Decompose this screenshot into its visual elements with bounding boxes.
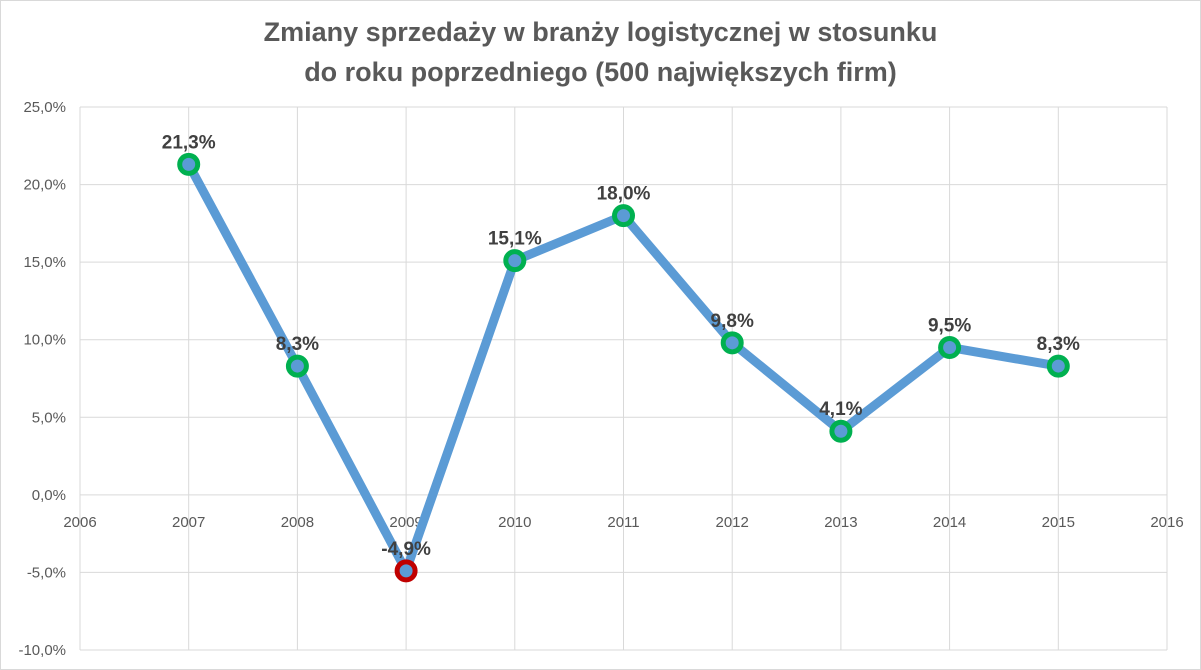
y-tick-label: -10,0% xyxy=(18,642,66,659)
data-label: 8,3% xyxy=(276,334,319,355)
data-label: 9,8% xyxy=(711,311,754,332)
x-tick-label: 2008 xyxy=(281,514,314,531)
x-tick-label: 2012 xyxy=(716,514,749,531)
data-label: -4,9% xyxy=(381,539,431,560)
y-tick-label: 0,0% xyxy=(32,487,66,504)
gridlines xyxy=(79,106,1168,651)
data-point-marker xyxy=(503,249,527,273)
data-label: 4,1% xyxy=(819,399,862,420)
data-point-marker xyxy=(829,419,853,443)
data-point-marker xyxy=(938,335,962,359)
data-label: 8,3% xyxy=(1037,334,1080,355)
y-tick-label: 25,0% xyxy=(23,99,66,116)
data-point-marker xyxy=(394,559,418,583)
x-tick-label: 2014 xyxy=(933,514,966,531)
data-point-marker xyxy=(285,354,309,378)
x-tick-label: 2010 xyxy=(498,514,531,531)
y-tick-label: -5,0% xyxy=(27,564,66,581)
data-label: 15,1% xyxy=(488,229,542,250)
x-tick-label: 2006 xyxy=(63,514,96,531)
chart-title-line-2: do roku poprzedniego (500 największych f… xyxy=(304,57,897,87)
data-point-marker xyxy=(720,331,744,355)
y-tick-label: 15,0% xyxy=(23,254,66,271)
y-tick-label: 5,0% xyxy=(32,409,66,426)
data-point-marker xyxy=(612,204,635,228)
x-tick-label: 2013 xyxy=(824,514,857,531)
data-label: 9,5% xyxy=(928,315,971,336)
data-point-marker xyxy=(1046,354,1070,378)
data-label: 21,3% xyxy=(162,132,216,153)
axis-labels: 25,0% 20,0% 15,0% 10,0% 5,0% 0,0% -5,0% -10,0% 2… xyxy=(18,99,1183,659)
y-tick-label: 10,0% xyxy=(23,332,66,349)
data-labels: 21,3% 8,3% -4,9% 15,1% 18,0% 9,8% 4,1% 9,5% 8,3% xyxy=(162,132,1080,559)
x-tick-label: 2007 xyxy=(172,514,205,531)
data-markers xyxy=(177,152,1070,583)
x-tick-label: 2011 xyxy=(607,514,639,531)
x-tick-label: 2009 xyxy=(389,514,422,531)
data-label: 18,0% xyxy=(597,184,651,205)
chart-title-line-1: Zmiany sprzedaży w branży logistycznej w… xyxy=(263,17,938,47)
x-tick-label: 2015 xyxy=(1042,514,1075,531)
data-point-marker xyxy=(177,152,201,176)
x-tick-label: 2016 xyxy=(1150,514,1183,531)
chart-title: Zmiany sprzedaży w branży logistycznej w… xyxy=(0,12,1201,92)
y-tick-label: 20,0% xyxy=(23,177,66,194)
